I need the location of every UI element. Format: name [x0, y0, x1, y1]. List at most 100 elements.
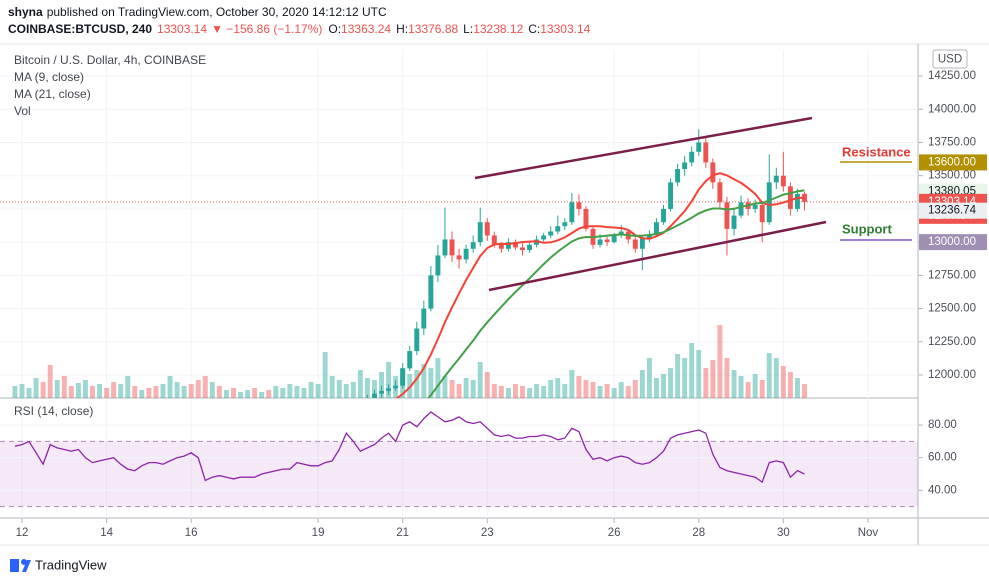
- volume-bar: [428, 368, 434, 398]
- volume-bar: [773, 358, 779, 398]
- volume-bar: [703, 368, 709, 398]
- volume-bar: [787, 372, 793, 398]
- volume-bar: [661, 374, 666, 398]
- candle-body: [780, 175, 786, 187]
- volume-bar: [534, 384, 540, 398]
- volume-bar: [47, 365, 53, 398]
- x-tick-label: 12: [16, 527, 29, 539]
- candle-body: [717, 182, 723, 203]
- legend-entry: Vol: [14, 104, 31, 118]
- ohlc-key: O:: [328, 22, 341, 36]
- chart-title: Bitcoin / U.S. Dollar, 4h, COINBASE: [14, 53, 206, 67]
- volume-bar: [632, 380, 638, 398]
- rsi-tick-label: 80.00: [928, 419, 957, 431]
- y-tick-label: 14250.00: [928, 70, 976, 82]
- candle-body: [414, 328, 420, 352]
- candle-body: [682, 162, 688, 170]
- volume-bar: [498, 386, 504, 398]
- volume-bar: [618, 382, 624, 398]
- volume-bar: [555, 378, 561, 398]
- rsi-pane: [0, 399, 918, 518]
- volume-bar: [19, 384, 25, 398]
- volume-bar: [759, 380, 765, 398]
- volume-bar: [717, 325, 723, 398]
- volume-bar: [167, 376, 173, 398]
- candle-body: [759, 204, 765, 223]
- volume-bar: [696, 350, 702, 398]
- volume-bar: [646, 358, 652, 398]
- volume-bar: [710, 360, 716, 398]
- volume-bar: [527, 388, 533, 398]
- price-tag-label: 13236.74: [928, 205, 977, 217]
- published: published on TradingView.com, October 30…: [47, 5, 387, 19]
- volume-bar: [343, 384, 349, 398]
- candle-body: [703, 142, 709, 163]
- volume-bar: [75, 383, 81, 398]
- volume-bar: [689, 343, 695, 398]
- volume-bar: [160, 384, 166, 398]
- volume-bar: [153, 386, 159, 398]
- volume-bar: [357, 370, 363, 398]
- volume-bar: [252, 388, 258, 398]
- currency: USD: [938, 54, 962, 66]
- price: 13303.14: [157, 22, 207, 36]
- volume-bar: [379, 372, 384, 398]
- volume-bar: [294, 386, 300, 398]
- ohlc-value: 13376.88: [408, 22, 458, 36]
- candle-body: [527, 244, 533, 251]
- volume-bar: [216, 386, 222, 398]
- candle-body: [562, 222, 568, 227]
- volume-bar: [139, 390, 145, 398]
- x-tick-label: 26: [608, 527, 621, 539]
- volume-bar: [322, 352, 328, 398]
- candle-body: [696, 142, 702, 152]
- ma-line: [427, 189, 805, 398]
- candle-body: [421, 308, 427, 329]
- logo-mark: [10, 559, 19, 572]
- rsi-tick-label: 60.00: [928, 452, 957, 464]
- volume-bar: [639, 370, 645, 398]
- candle-body: [576, 202, 582, 209]
- candle-body: [583, 208, 589, 229]
- volume-bar: [484, 372, 490, 398]
- legend-entry: MA (9, close): [14, 70, 84, 84]
- volume-bar: [794, 378, 800, 398]
- trend-line: [488, 220, 827, 292]
- legend-entry: MA (21, close): [14, 87, 91, 101]
- candle-body: [386, 388, 392, 391]
- ohlc-value: 13303.14: [540, 22, 590, 36]
- y-tick-label: 12500.00: [928, 303, 976, 315]
- candle-body: [724, 202, 730, 229]
- volume-bar: [541, 386, 547, 398]
- volume-bar: [513, 384, 518, 398]
- volume-bar: [491, 384, 497, 398]
- volume-bar: [386, 362, 392, 398]
- volume-bar: [336, 380, 342, 398]
- ohlc-value: 13363.24: [341, 22, 391, 36]
- volume-bar: [315, 384, 321, 398]
- volume-bar: [520, 386, 525, 398]
- volume-bar: [68, 386, 74, 398]
- volume-bar: [26, 388, 32, 398]
- x-tick-label: 16: [185, 527, 198, 539]
- change: ▼ −156.86 (−1.17%): [211, 22, 322, 36]
- volume-bar: [752, 374, 758, 398]
- volume-bar: [597, 386, 603, 398]
- volume-bar: [731, 370, 737, 398]
- candle-body: [794, 193, 800, 209]
- published-line: shyna published on TradingView.com, Octob…: [8, 5, 387, 19]
- volume-bar: [780, 366, 786, 398]
- candle-body: [639, 238, 645, 249]
- candle-body: [470, 242, 476, 249]
- candle-body: [597, 239, 603, 245]
- ma-line: [395, 172, 805, 398]
- candle-body: [548, 231, 554, 236]
- volume-bar: [449, 380, 455, 398]
- candle-body: [491, 235, 497, 245]
- volume-bar: [682, 358, 688, 398]
- candle-body: [555, 226, 561, 232]
- volume-bar: [745, 382, 751, 398]
- candle-body: [449, 239, 455, 256]
- candle-body: [661, 208, 666, 223]
